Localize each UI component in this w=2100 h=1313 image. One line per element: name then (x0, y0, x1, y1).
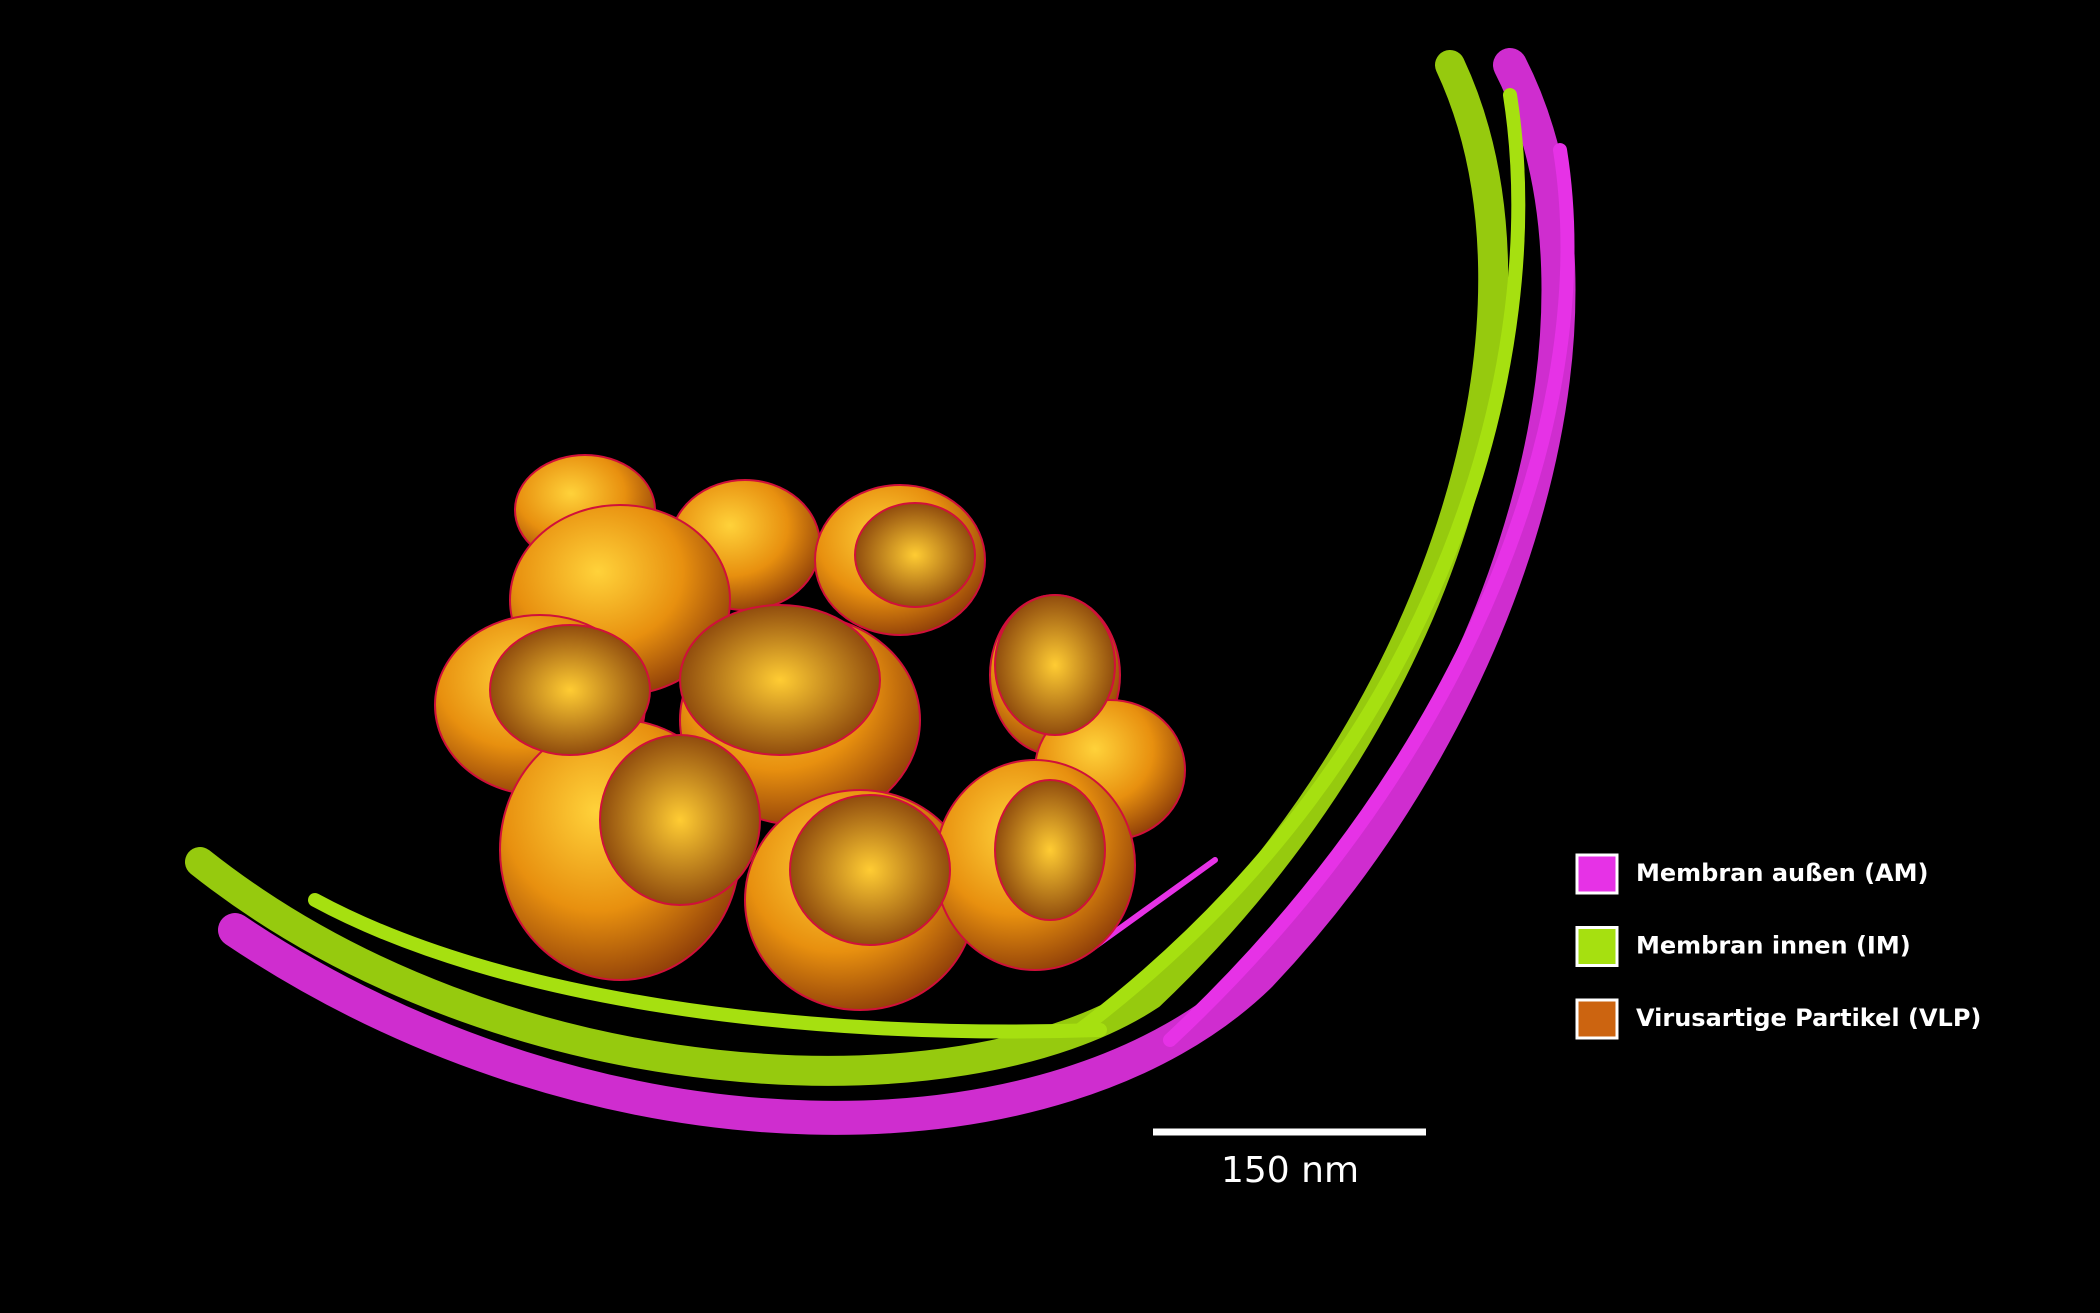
legend-label: Membran außen (AM) (1636, 859, 1928, 887)
legend-swatch (1575, 926, 1619, 967)
legend-swatch (1575, 853, 1619, 895)
scale-bar-label: 150 nm (1221, 1150, 1359, 1191)
legend-label: Membran innen (IM) (1636, 932, 1911, 960)
legend-swatch (1575, 998, 1619, 1040)
virus-particles (434, 454, 1186, 1011)
membrane-inner (185, 50, 1526, 1086)
membrane-outer (218, 48, 1576, 1135)
legend: Membran außen (AM) Membran innen (IM) Viru… (1575, 853, 1981, 1040)
legend-label: Virusartige Partikel (VLP) (1636, 1004, 1981, 1032)
